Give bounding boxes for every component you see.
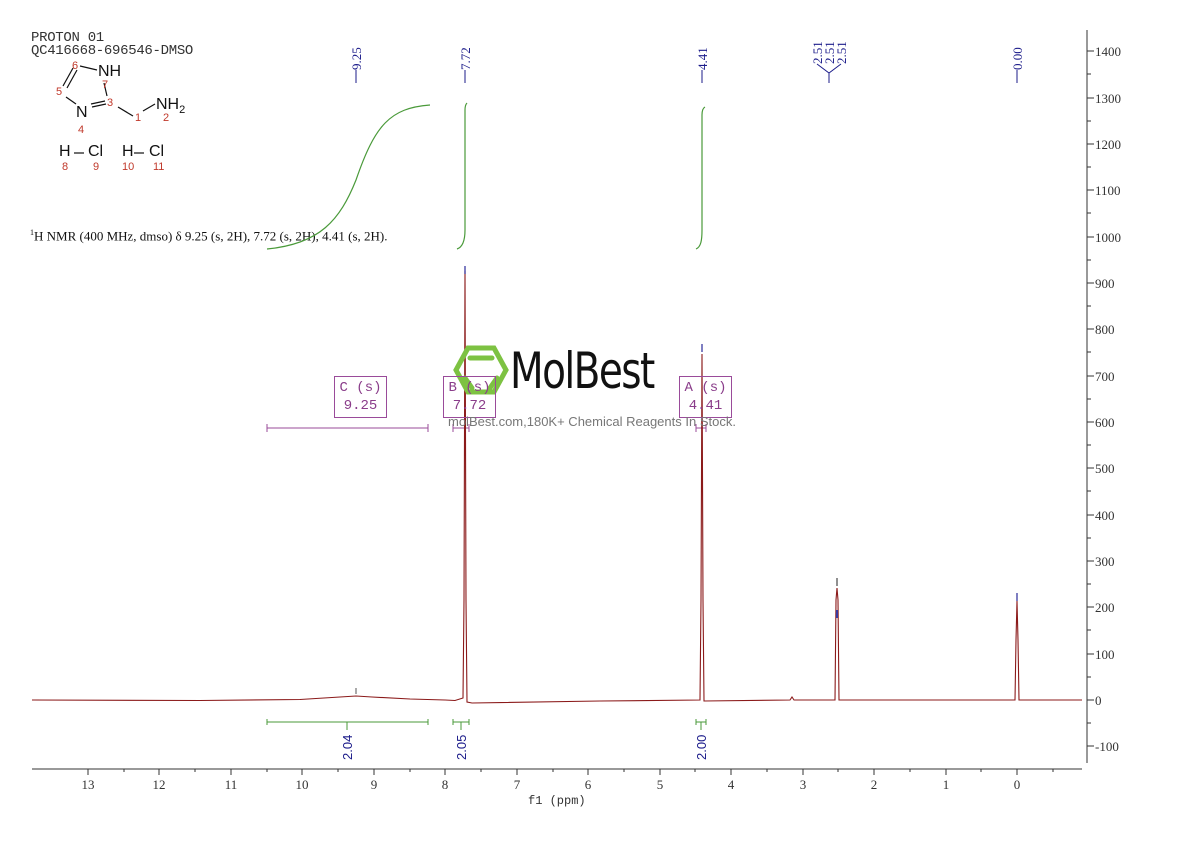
peak-label: 2.51 (834, 41, 849, 64)
multiplet-range-bars (266, 424, 707, 432)
y-tick-label: 1400 (1095, 44, 1121, 59)
x-axis-title: f1 (ppm) (528, 794, 586, 808)
peak-label-ticks (355, 63, 1018, 83)
x-axis (32, 768, 1082, 775)
y-tick-label: 1200 (1095, 137, 1121, 152)
peak-label: 9.25 (349, 47, 364, 70)
spectrum-trace (31, 266, 1082, 704)
y-tick-label: 700 (1095, 369, 1115, 384)
atom-cl11: Cl (149, 143, 165, 160)
y-tick-label: 1300 (1095, 91, 1121, 106)
experiment-name: PROTON 01 (31, 30, 104, 46)
molecule-structure: NH NH2 N H Cl H Cl 1 2 3 4 5 6 7 8 9 10 … (0, 0, 250, 180)
x-tick-label: 9 (370, 777, 378, 792)
watermark-brand: MolBest (510, 342, 655, 400)
integral-range-bars (266, 719, 707, 730)
atom-number: 4 (78, 124, 85, 136)
x-tick-label: 7 (513, 777, 521, 792)
y-tick-label: 300 (1095, 554, 1115, 569)
y-tick-label: 1100 (1095, 183, 1121, 198)
integral-curves (266, 102, 706, 250)
integral-value: 2.04 (340, 734, 355, 760)
multiplet-box-c: C (s) 9.25 (334, 376, 387, 418)
y-tick-label: -100 (1095, 739, 1119, 754)
multiplet-box-b: B (s) 7.72 (443, 376, 496, 418)
atom-number: 1 (135, 112, 142, 124)
x-tick-label: 8 (441, 777, 449, 792)
peak-label: 0.00 (1010, 47, 1025, 70)
y-tick-label: 0 (1095, 693, 1102, 708)
peak-label: 4.41 (695, 47, 710, 70)
atom-number: 9 (93, 161, 100, 173)
peak-label: 7.72 (458, 47, 473, 70)
x-tick-label: 13 (81, 777, 95, 792)
atom-nh: NH (98, 63, 122, 80)
integral-value: 2.05 (454, 734, 469, 760)
atom-number: 8 (62, 161, 69, 173)
x-tick-label: 12 (152, 777, 166, 792)
y-tick-label: 100 (1095, 647, 1115, 662)
x-tick-label: 4 (727, 777, 735, 792)
atom-nh2: NH2 (156, 96, 186, 117)
sample-id: QC416668-696546-DMSO (31, 43, 194, 59)
y-tick-label: 1000 (1095, 230, 1121, 245)
atom-number: 7 (102, 79, 109, 91)
nmr-description: 1H NMR (400 MHz, dmso) δ 9.25 (s, 2H), 7… (30, 228, 388, 244)
atom-number: 11 (153, 161, 165, 173)
multiplet-box-a: A (s) 4.41 (679, 376, 732, 418)
integral-value: 2.00 (694, 734, 709, 760)
atom-number: 10 (122, 161, 135, 173)
x-tick-label: 6 (584, 777, 592, 792)
molecule-bonds (62, 65, 156, 154)
y-tick-label: 800 (1095, 322, 1115, 337)
y-tick-label: 200 (1095, 600, 1115, 615)
x-tick-label: 5 (656, 777, 664, 792)
atom-number: 3 (107, 97, 114, 109)
atom-cl9: Cl (88, 143, 104, 160)
x-tick-label: 11 (224, 777, 238, 792)
y-tick-label: 900 (1095, 276, 1115, 291)
x-tick-label: 10 (295, 777, 309, 792)
y-tick-label: 400 (1095, 508, 1115, 523)
atom-n4: N (76, 104, 88, 121)
atom-number: 5 (56, 86, 63, 98)
x-tick-label: 1 (942, 777, 950, 792)
y-tick-label: 500 (1095, 461, 1115, 476)
atom-h10: H (122, 143, 134, 160)
atom-number: 2 (163, 112, 170, 124)
atom-number: 6 (72, 60, 79, 72)
y-tick-label: 600 (1095, 415, 1115, 430)
x-tick-label: 2 (870, 777, 878, 792)
x-tick-label: 0 (1013, 777, 1021, 792)
y-axis (1086, 30, 1094, 763)
x-tick-label: 3 (799, 777, 807, 792)
atom-h8: H (59, 143, 71, 160)
watermark-tagline: molBest.com,180K+ Chemical Reagents In S… (448, 414, 736, 429)
